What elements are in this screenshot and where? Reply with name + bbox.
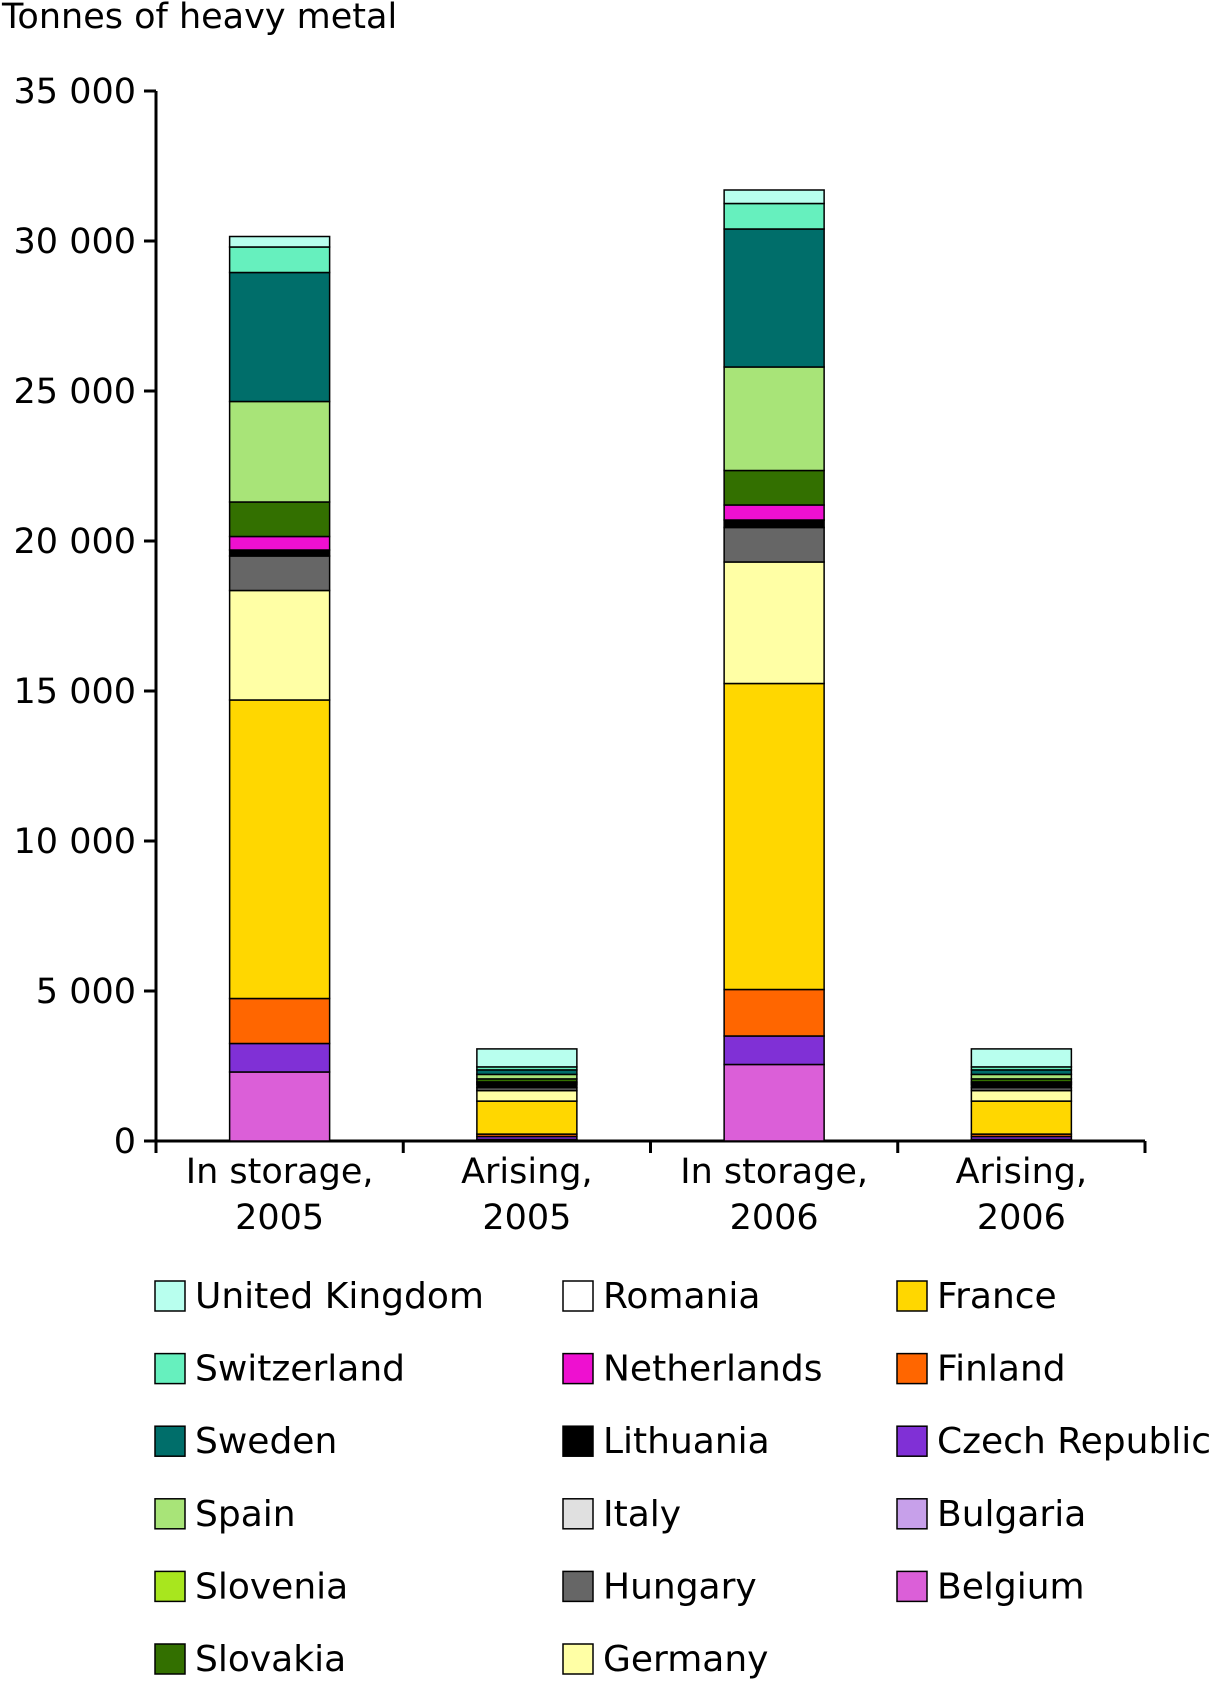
y-tick-label: 15 000: [14, 672, 136, 712]
bar-segment-germany: [228, 589, 331, 701]
bar-segment-sweden: [228, 271, 331, 403]
legend-swatch: [562, 1643, 594, 1675]
y-axis-label: Tonnes of heavy metal: [1, 0, 397, 37]
legend-swatch: [562, 1498, 594, 1530]
legend-label: Slovakia: [195, 1639, 346, 1680]
y-tick-label: 20 000: [14, 522, 136, 562]
bar-segment-germany: [476, 1089, 578, 1102]
legend-label: Czech Republic: [937, 1421, 1211, 1462]
bar-segment-netherlands: [228, 535, 331, 551]
bar-segment-france: [970, 1100, 1073, 1135]
legend-label: Slovenia: [195, 1566, 348, 1607]
legend-label: Lithuania: [603, 1421, 770, 1462]
legend-label: Finland: [937, 1349, 1066, 1390]
bar-segment-sweden: [723, 228, 825, 368]
y-tick-label: 0: [114, 1122, 136, 1162]
bar-segment-france: [723, 682, 825, 991]
bar-segment-slovakia: [723, 469, 825, 506]
bar-segment-czech-republic: [228, 1042, 331, 1073]
legend-swatch: [154, 1425, 186, 1457]
legend-swatch: [896, 1280, 928, 1312]
legend-label: Romania: [603, 1276, 760, 1317]
bar-segment-slovakia: [228, 501, 331, 538]
bar-segment-hungary: [723, 526, 825, 563]
legend-swatch: [154, 1570, 186, 1603]
legend-label: Netherlands: [603, 1349, 822, 1390]
legend-swatch: [562, 1570, 594, 1603]
y-tick-label: 25 000: [14, 372, 136, 412]
x-tick-label: In storage, 2006: [680, 1152, 868, 1238]
legend-swatch: [154, 1280, 186, 1312]
x-tick-label: Arising, 2005: [461, 1152, 593, 1238]
bar-segment-united-kingdom: [970, 1048, 1073, 1068]
legend-label: France: [937, 1276, 1057, 1317]
legend-label: Belgium: [937, 1566, 1085, 1607]
bar-segment-spain: [723, 366, 825, 472]
bar-segment-united-kingdom: [476, 1048, 578, 1068]
y-axis: 0 5 000 10 000 15 000 20 000 25 000 30 000 35 0…: [14, 72, 158, 1162]
bar-segment-france: [476, 1100, 578, 1135]
bar-segment-netherlands: [723, 504, 825, 521]
bar-segment-belgium: [228, 1071, 331, 1142]
bar-segment-united-kingdom: [723, 189, 825, 205]
bar-segment-lithuania: [228, 549, 331, 557]
legend-swatch: [562, 1280, 594, 1312]
bar-segment-germany: [723, 561, 825, 685]
bar-segment-lithuania: [723, 519, 825, 529]
legend-label: Germany: [603, 1639, 768, 1680]
legend-label: Hungary: [603, 1566, 757, 1607]
bar-segment-spain: [228, 400, 331, 503]
y-tick-label: 30 000: [14, 222, 136, 262]
legend: United Kingdom Switzerland Sweden Spain Slov…: [154, 1276, 1211, 1680]
y-tick-label: 35 000: [14, 72, 136, 112]
bar-segment-hungary: [228, 555, 331, 592]
bar-segment-germany: [970, 1089, 1073, 1102]
x-axis: In storage, 2005 Arising, 2005 In storage, 20…: [154, 1139, 1147, 1238]
bar-segment-switzerland: [723, 202, 825, 230]
x-tick-label: In storage, 2005: [186, 1152, 374, 1238]
legend-label: Spain: [195, 1494, 296, 1535]
legend-swatch: [154, 1498, 186, 1530]
legend-swatch: [896, 1570, 928, 1603]
bar-segment-finland: [228, 997, 331, 1045]
legend-swatch: [896, 1425, 928, 1457]
y-tick-label: 5 000: [36, 972, 136, 1012]
bar-segment-belgium: [723, 1063, 825, 1142]
legend-label: Sweden: [195, 1421, 337, 1462]
bar-segment-finland: [723, 988, 825, 1037]
legend-label: Italy: [603, 1494, 681, 1535]
bar-segment-france: [228, 699, 331, 1000]
y-tick-label: 10 000: [14, 822, 136, 862]
legend-swatch: [896, 1498, 928, 1530]
bar-segment-united-kingdom: [228, 235, 331, 248]
legend-swatch: [154, 1643, 186, 1675]
bar-segment-switzerland: [228, 246, 331, 274]
legend-swatch: [154, 1352, 186, 1385]
legend-label: United Kingdom: [195, 1276, 484, 1317]
legend-swatch: [562, 1425, 594, 1457]
bars: [228, 189, 1073, 1142]
legend-label: Bulgaria: [937, 1494, 1086, 1535]
legend-swatch: [896, 1352, 928, 1385]
legend-label: Switzerland: [195, 1349, 405, 1390]
x-tick-label: Arising, 2006: [956, 1152, 1088, 1238]
bar-segment-czech-republic: [723, 1035, 825, 1066]
legend-swatch: [562, 1352, 594, 1385]
